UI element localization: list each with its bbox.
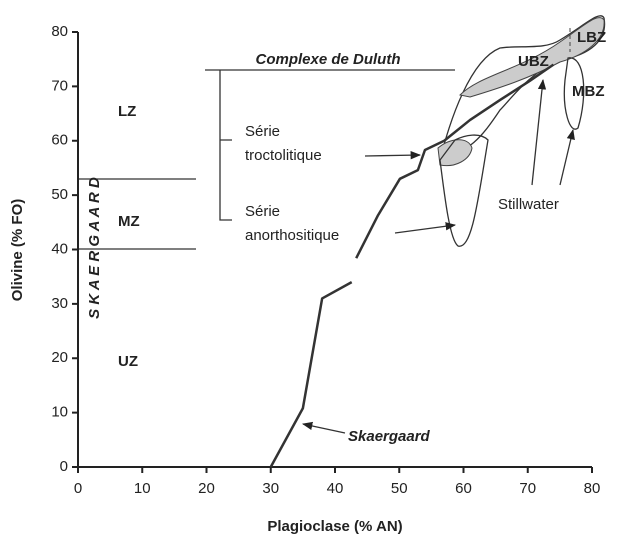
y-tick-label: 70 xyxy=(51,77,68,94)
x-tick-label: 0 xyxy=(74,480,82,497)
arrow xyxy=(301,421,346,434)
annotation: Série xyxy=(245,203,280,220)
x-tick-label: 40 xyxy=(327,480,344,497)
arrow xyxy=(364,151,422,160)
mbz-outline xyxy=(563,57,585,130)
arrow xyxy=(531,78,547,186)
y-tick-label: 80 xyxy=(51,23,68,40)
stillwater-outline xyxy=(439,15,606,161)
x-tick-label: 20 xyxy=(198,480,215,497)
y-tick-label: 60 xyxy=(51,132,68,149)
annotation: Complexe de Duluth xyxy=(255,51,400,68)
y-tick-label: 50 xyxy=(51,186,68,203)
guides xyxy=(78,69,575,434)
annotation: LZ xyxy=(118,103,136,120)
y-tick-label: 20 xyxy=(51,349,68,366)
annotation: LBZ xyxy=(577,29,606,46)
x-tick-label: 70 xyxy=(519,480,536,497)
ubz-region xyxy=(458,17,605,98)
annotation: Skaergaard xyxy=(348,428,431,445)
annotation: MBZ xyxy=(572,83,605,100)
y-tick-label: 30 xyxy=(51,295,68,312)
annotation: UZ xyxy=(118,353,138,370)
annotation: Série xyxy=(245,123,280,140)
anorthosite-outline xyxy=(439,134,489,247)
annotation: MZ xyxy=(118,213,140,230)
annotation: Stillwater xyxy=(498,196,559,213)
regions xyxy=(437,15,606,247)
x-tick-label: 80 xyxy=(584,480,601,497)
x-tick-label: 50 xyxy=(391,480,408,497)
annotation: S K A E R G A A R D xyxy=(86,177,103,319)
x-tick-label: 10 xyxy=(134,480,151,497)
annotation: UBZ xyxy=(518,53,549,70)
annotation: anorthositique xyxy=(245,227,339,244)
x-tick-label: 60 xyxy=(455,480,472,497)
arrow xyxy=(394,222,457,234)
y-tick-label: 0 xyxy=(60,458,68,475)
y-tick-label: 40 xyxy=(51,240,68,257)
arrow xyxy=(559,128,575,186)
y-axis-label: Olivine (% FO) xyxy=(9,199,26,302)
annotation: troctolitique xyxy=(245,147,322,164)
bracket xyxy=(219,70,232,221)
x-axis-label: Plagioclase (% AN) xyxy=(267,518,402,535)
troctolite-region xyxy=(437,139,473,167)
y-tick-label: 10 xyxy=(51,404,68,421)
x-tick-label: 30 xyxy=(262,480,279,497)
data-line xyxy=(269,63,555,468)
